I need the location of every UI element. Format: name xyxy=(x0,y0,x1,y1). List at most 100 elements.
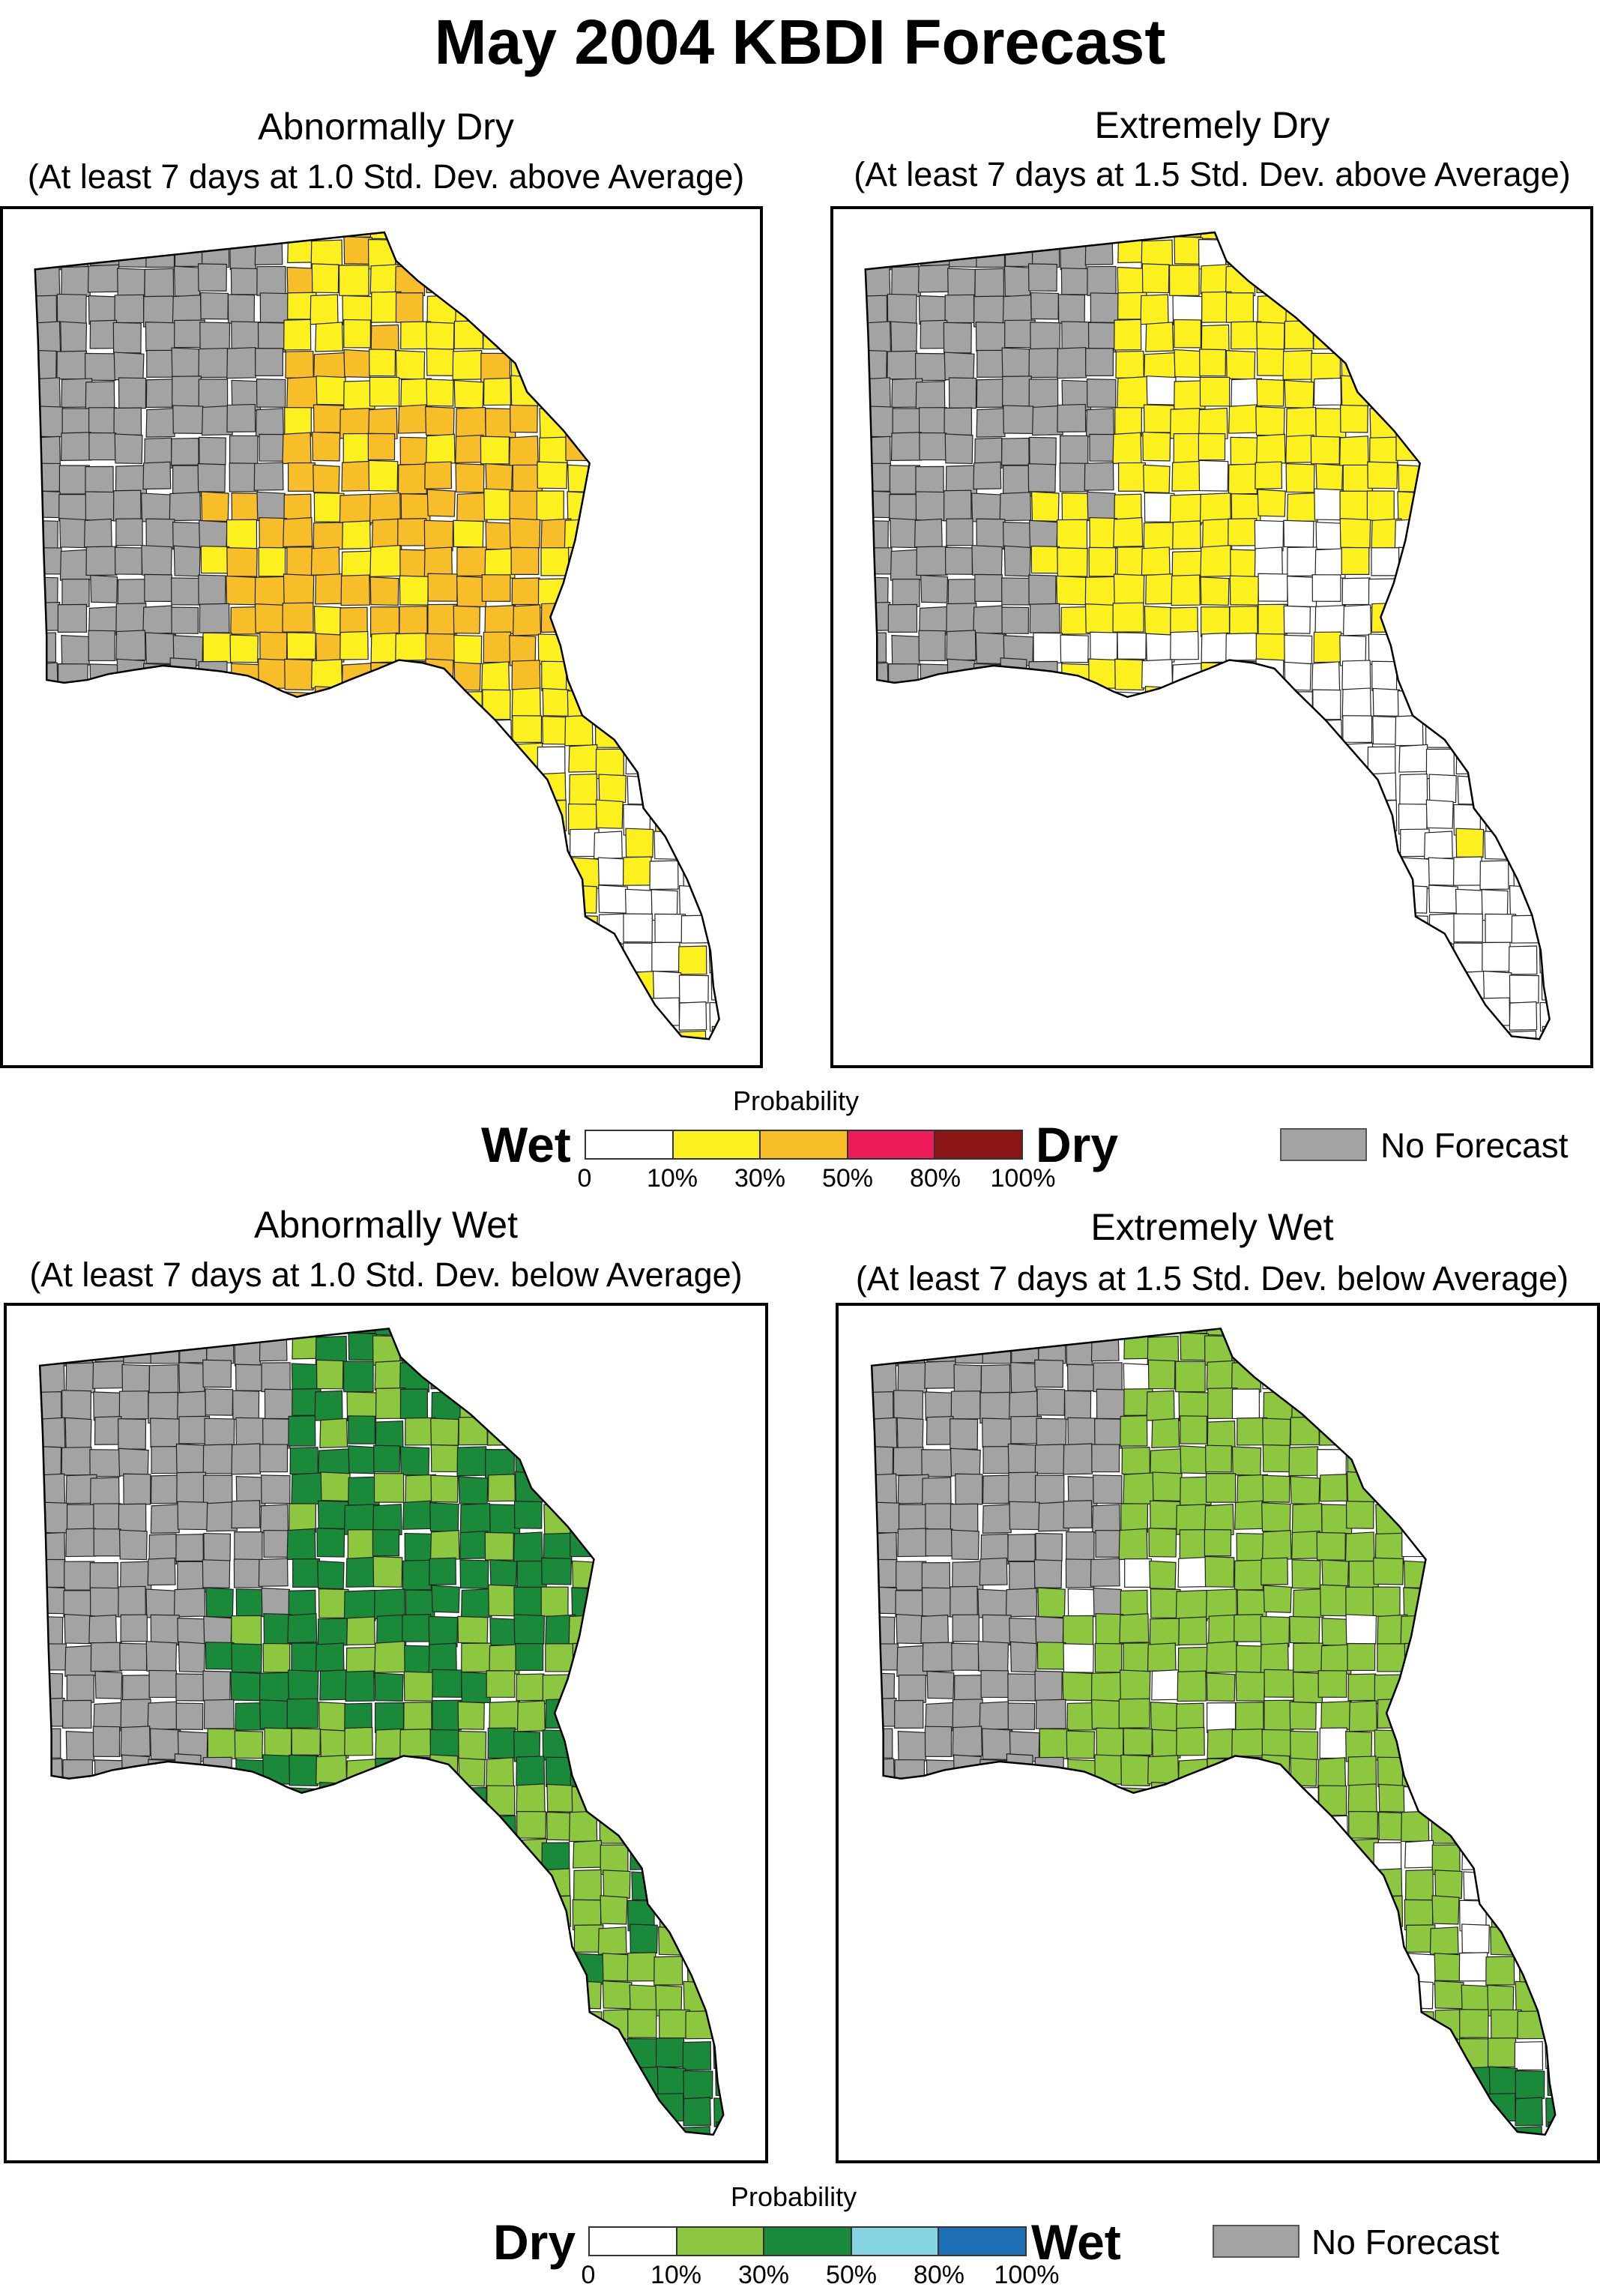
county xyxy=(947,268,976,300)
county xyxy=(259,1333,288,1362)
county xyxy=(397,518,427,546)
county xyxy=(1256,322,1285,350)
county xyxy=(174,1753,202,1783)
county xyxy=(1085,408,1114,438)
county xyxy=(1169,493,1202,526)
county xyxy=(1424,831,1453,860)
county xyxy=(1172,295,1203,326)
county xyxy=(34,321,61,353)
dry-legend-probability-label: Probability xyxy=(733,1085,860,1116)
county xyxy=(1290,1416,1320,1446)
county xyxy=(1170,606,1198,636)
county xyxy=(513,1501,543,1529)
county xyxy=(286,632,316,660)
county xyxy=(915,381,946,410)
county xyxy=(1066,1335,1093,1367)
county xyxy=(369,376,400,407)
county xyxy=(594,718,625,748)
county xyxy=(511,660,541,690)
county xyxy=(430,1359,462,1390)
county xyxy=(1291,1530,1321,1560)
county xyxy=(202,632,232,663)
county xyxy=(917,264,950,293)
county xyxy=(202,1474,233,1507)
county xyxy=(370,632,399,663)
county xyxy=(542,687,570,717)
county xyxy=(374,1641,406,1674)
county xyxy=(40,1728,61,1759)
county xyxy=(374,1672,404,1702)
county xyxy=(1206,1360,1236,1390)
county xyxy=(536,490,564,521)
county xyxy=(484,548,516,579)
county xyxy=(375,1728,404,1759)
county xyxy=(60,432,92,461)
county xyxy=(1198,407,1228,440)
county xyxy=(1400,1614,1433,1645)
county xyxy=(952,1614,979,1642)
county xyxy=(348,1445,376,1474)
county xyxy=(369,576,399,606)
county xyxy=(653,1956,683,1986)
county xyxy=(373,1444,401,1473)
county xyxy=(1347,1756,1377,1786)
county xyxy=(896,1332,926,1365)
county xyxy=(289,1754,319,1786)
county xyxy=(1509,974,1539,1004)
county xyxy=(1235,1671,1265,1702)
county xyxy=(480,436,510,465)
county xyxy=(1174,349,1202,379)
county xyxy=(898,1675,926,1703)
county xyxy=(178,1641,205,1673)
county xyxy=(1174,319,1202,349)
county xyxy=(918,630,946,662)
county xyxy=(1170,630,1199,660)
county xyxy=(624,888,653,918)
county xyxy=(510,375,540,407)
county xyxy=(317,1618,348,1646)
county xyxy=(202,1756,232,1786)
county xyxy=(234,1531,263,1562)
county xyxy=(974,573,1003,602)
county xyxy=(600,1895,628,1925)
county xyxy=(484,605,516,635)
county xyxy=(283,319,312,351)
county xyxy=(231,1500,261,1529)
county xyxy=(1067,1417,1097,1448)
county xyxy=(1007,1534,1036,1562)
county xyxy=(343,319,372,349)
county xyxy=(1313,377,1342,406)
county xyxy=(197,263,227,292)
county xyxy=(1225,239,1256,268)
county xyxy=(1174,232,1203,238)
county xyxy=(1372,1586,1401,1617)
county xyxy=(255,408,284,438)
county xyxy=(1178,1616,1207,1646)
county xyxy=(944,352,975,382)
county xyxy=(173,545,201,577)
county xyxy=(264,1727,292,1759)
county xyxy=(1321,1618,1350,1646)
county xyxy=(486,1757,515,1789)
county xyxy=(1028,379,1059,410)
county-grid xyxy=(865,232,1550,1040)
county xyxy=(1205,1588,1237,1620)
county xyxy=(893,1390,924,1420)
county xyxy=(425,406,455,436)
county xyxy=(865,490,891,519)
county xyxy=(1542,1025,1550,1040)
county xyxy=(872,1390,894,1421)
county xyxy=(429,1729,459,1758)
county xyxy=(944,433,973,465)
county xyxy=(1290,1757,1317,1787)
county xyxy=(1124,1558,1152,1588)
county xyxy=(456,492,488,522)
county xyxy=(509,436,539,468)
county xyxy=(510,404,538,433)
county xyxy=(83,518,112,548)
county xyxy=(1084,462,1114,491)
county xyxy=(914,518,943,548)
county xyxy=(1038,1336,1066,1364)
county xyxy=(1509,885,1540,918)
county xyxy=(630,1923,658,1954)
